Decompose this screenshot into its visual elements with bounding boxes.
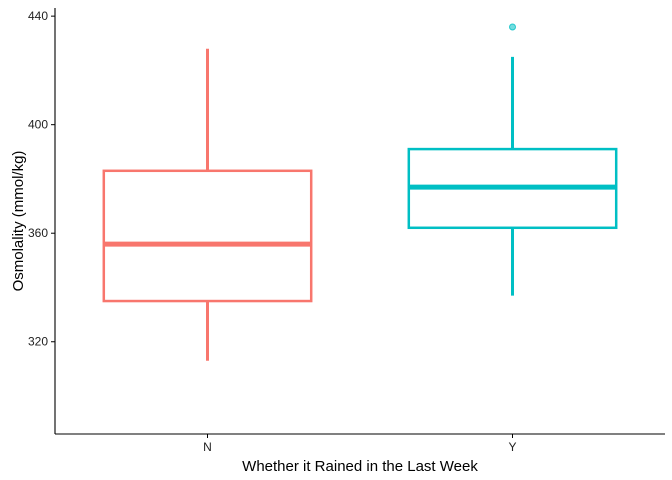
y-tick-label: 360 [28, 226, 48, 240]
box-group-Y [407, 23, 618, 296]
y-axis-ticks: 320 360 400 440 [28, 9, 55, 349]
outlier-point [509, 23, 516, 31]
box-group-N [102, 48, 313, 361]
x-axis-title: Whether it Rained in the Last Week [242, 458, 478, 475]
y-tick-label: 400 [28, 118, 48, 132]
plot-area [102, 23, 618, 361]
box-iqr [102, 169, 313, 303]
x-tick-label: N [203, 440, 212, 454]
x-tick-label: Y [508, 440, 516, 454]
y-axis-title: Osmolality (mmol/kg) [10, 151, 27, 292]
y-tick-label: 320 [28, 335, 48, 349]
y-tick-label: 440 [28, 9, 48, 23]
